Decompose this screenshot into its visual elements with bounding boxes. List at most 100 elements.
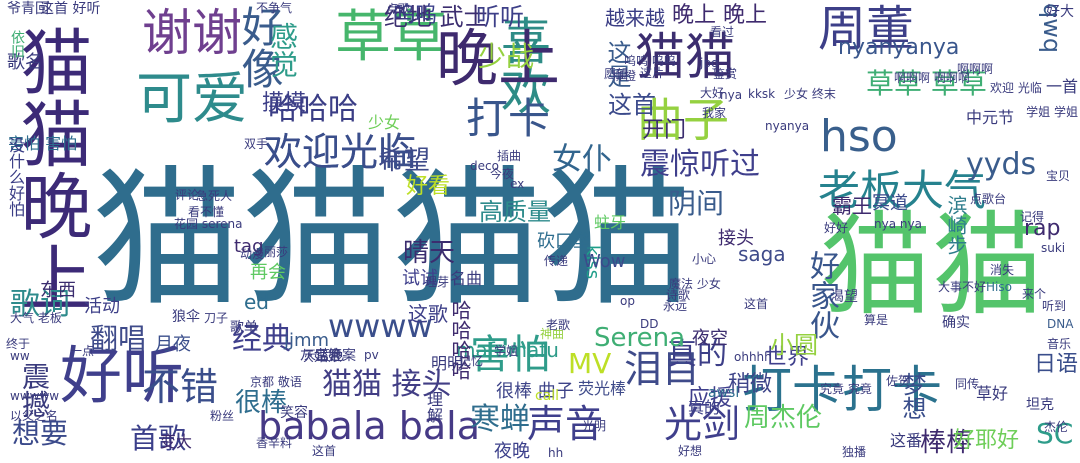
word-cloud-term: 这首 好听 xyxy=(40,1,101,17)
word-cloud-term: 记得 xyxy=(1020,210,1045,224)
word-cloud-term: 歌名 xyxy=(7,52,43,73)
word-cloud-term: Hiso xyxy=(986,280,1012,294)
word-cloud-term: 柳橙 xyxy=(612,69,637,83)
word-cloud-term: 欢迎 光临 xyxy=(990,81,1042,95)
word-cloud-term: babala bala xyxy=(258,404,480,448)
word-cloud-term: 打卡 xyxy=(466,94,551,143)
word-cloud-term: 一点 xyxy=(70,344,95,358)
word-cloud-term: 欢迎光临 xyxy=(264,130,417,174)
word-cloud-term: 动漫 xyxy=(240,247,265,261)
word-cloud-term: 歌单 xyxy=(230,320,258,336)
word-cloud-term: op xyxy=(620,294,635,308)
word-cloud-term: 啊啊啊 啊啊啊 xyxy=(894,71,970,85)
word-cloud-term: 坦克 xyxy=(1026,397,1054,413)
word-cloud-term: 传递 xyxy=(544,254,569,268)
word-cloud-term: 越来越 xyxy=(605,6,665,30)
word-cloud-term: 这番 xyxy=(890,431,923,450)
word-cloud-term: 晚上 xyxy=(436,22,561,95)
word-cloud-term: 寒蝉 xyxy=(470,402,530,437)
word-cloud-term: nya nya xyxy=(874,217,922,231)
word-cloud-term: 老板大气 xyxy=(818,166,987,215)
word-cloud-term: 泪目 xyxy=(624,347,701,391)
word-cloud-term: 绝地 武士 xyxy=(384,3,488,31)
word-cloud-term: 点歌 xyxy=(386,2,411,16)
word-cloud-term: 翻唱 xyxy=(90,322,147,355)
word-cloud-term: 终于 xyxy=(6,337,31,351)
word-cloud-term: 小心 xyxy=(692,252,717,266)
word-cloud-term: 猫猫猫猫 xyxy=(92,153,693,327)
word-cloud-term: 这歌 xyxy=(408,302,448,326)
word-cloud-term: nyanyanya xyxy=(838,35,960,60)
word-cloud-term: 粉丝 xyxy=(210,409,235,423)
word-cloud-term: 佐贺 xyxy=(886,374,911,388)
word-cloud-term: 想要 xyxy=(12,417,69,450)
word-cloud-term: 晚上 晚上 xyxy=(672,3,767,28)
word-cloud-term: 京都 敬语 xyxy=(250,375,302,389)
word-cloud-term: 好好 xyxy=(824,221,849,235)
word-cloud-term: 高质量 xyxy=(479,198,551,226)
word-cloud-term: 独播 xyxy=(842,445,867,459)
word-cloud-term: 猫猫 xyxy=(635,28,735,86)
word-cloud-term: 谢谢 xyxy=(142,4,242,62)
word-cloud-term: 听听 xyxy=(476,3,524,31)
word-cloud-term: 滨崎步 xyxy=(944,195,968,255)
word-cloud-term: kksk xyxy=(748,87,776,101)
word-cloud-term: 活动 xyxy=(84,296,120,317)
word-cloud-term: 插曲 xyxy=(497,149,522,163)
word-cloud-term: 女仆 xyxy=(552,142,612,177)
word-cloud-term: qwq xyxy=(1038,3,1066,54)
word-cloud-term: 大气 老板 xyxy=(10,311,62,325)
word-cloud-term: 周董 xyxy=(818,1,915,57)
word-cloud-term: 很棒 xyxy=(235,388,288,418)
word-cloud-term: 猫猫 接头 xyxy=(322,367,452,402)
word-cloud-term: 真的 xyxy=(667,337,727,372)
word-cloud-term: DD xyxy=(640,317,659,331)
word-cloud-term: 老歌 xyxy=(546,318,571,332)
word-cloud-term: 冥道 xyxy=(872,193,908,214)
word-cloud-term: 草草 xyxy=(335,5,447,70)
word-cloud-term: kiss xyxy=(582,245,603,280)
word-cloud-term: 感觉 xyxy=(266,22,299,78)
word-cloud-term: 音乐 xyxy=(1047,337,1072,351)
word-cloud-term: ex xyxy=(510,177,525,191)
word-cloud-term: 少女 xyxy=(368,113,401,132)
word-cloud-term: 夜空 xyxy=(692,328,728,349)
word-cloud-term: 好想 xyxy=(678,444,703,458)
word-cloud-term: 欢迎光临 xyxy=(264,130,417,174)
word-cloud-term: 这片 xyxy=(640,66,665,80)
word-cloud-term: 哈哈哈 xyxy=(268,92,358,127)
word-cloud-term: 花园 serena xyxy=(174,217,243,231)
word-cloud-term: 好家伙 xyxy=(804,250,839,340)
word-cloud-term: 接头 xyxy=(718,228,754,249)
word-cloud-term: 荧光棒 xyxy=(578,379,627,398)
word-cloud-term: 笑容 xyxy=(280,405,308,421)
word-cloud-term: 变大 xyxy=(160,432,193,451)
word-cloud-term: 草好 xyxy=(976,384,1009,403)
word-cloud-term: ohhhh xyxy=(734,350,772,364)
word-cloud-term: 喜欢 xyxy=(493,15,551,115)
word-cloud-term: 光明 xyxy=(582,419,607,433)
word-cloud-term: 震撼 xyxy=(18,362,51,418)
word-cloud-term: 刀子 xyxy=(204,311,229,325)
word-cloud-term: 很棒 曲子 xyxy=(496,381,574,402)
word-cloud-term: 理解 xyxy=(424,391,443,423)
word-cloud-term: Serena xyxy=(594,323,686,353)
word-cloud-term: 少战 xyxy=(478,40,535,73)
word-cloud-term: 答案 xyxy=(328,348,356,364)
word-cloud-term: 试试 xyxy=(402,268,438,289)
word-cloud-term: 好看 xyxy=(406,174,451,199)
word-cloud-term: 看过 xyxy=(710,25,735,39)
word-cloud-term: 同传 xyxy=(955,377,980,391)
word-cloud-term: 东西 xyxy=(40,280,76,301)
word-cloud-term: 震惊听过 xyxy=(640,147,760,182)
word-cloud-term: 晴天 xyxy=(403,238,456,268)
word-cloud-term: awsl xyxy=(708,385,740,401)
word-cloud-term: mafumafu xyxy=(456,338,559,362)
word-cloud-term: 梦想 xyxy=(898,372,926,420)
word-cloud-term: tag xyxy=(234,236,264,257)
word-cloud-term: 学姐 xyxy=(494,344,519,358)
word-cloud-term: 哈哈哈哈 xyxy=(448,300,472,380)
word-cloud-term: 宝贝 xyxy=(1046,169,1071,183)
word-cloud-term: 愿望 xyxy=(604,67,629,81)
word-cloud-term: ed xyxy=(244,290,269,314)
